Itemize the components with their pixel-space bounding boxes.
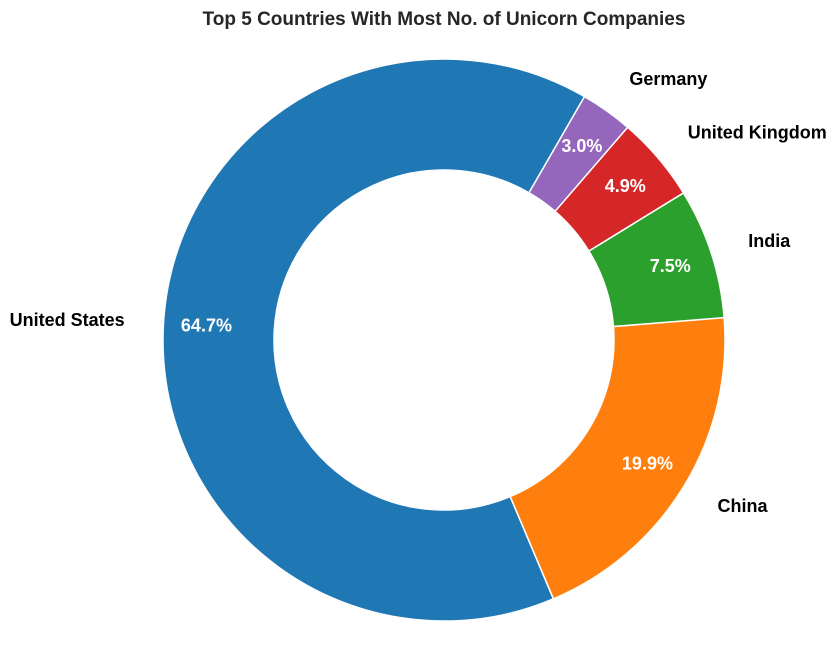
pct-label-china: 19.9% xyxy=(622,454,673,474)
category-label-india: India xyxy=(748,231,791,251)
slice-germany xyxy=(528,95,629,213)
chart-title: Top 5 Countries With Most No. of Unicorn… xyxy=(203,9,686,30)
slices-group xyxy=(162,58,726,622)
pct-label-india: 7.5% xyxy=(650,256,691,276)
category-label-germany: Germany xyxy=(629,69,707,89)
percentage-labels: 64.7% 19.9% 7.5% 4.9%3.0% xyxy=(181,136,691,474)
pct-label-united-kingdom: 4.9% xyxy=(605,176,646,196)
category-label-china: China xyxy=(718,496,769,516)
pct-label-germany: 3.0% xyxy=(561,136,602,156)
slice-china xyxy=(509,316,726,600)
slice-united-states xyxy=(162,58,586,622)
category-labels: United States China India United Kingdom Ger… xyxy=(10,69,827,516)
category-label-united-kingdom: United Kingdom xyxy=(688,123,827,143)
category-label-united-states: United States xyxy=(10,310,125,330)
pct-label-united-states: 64.7% xyxy=(181,315,232,335)
